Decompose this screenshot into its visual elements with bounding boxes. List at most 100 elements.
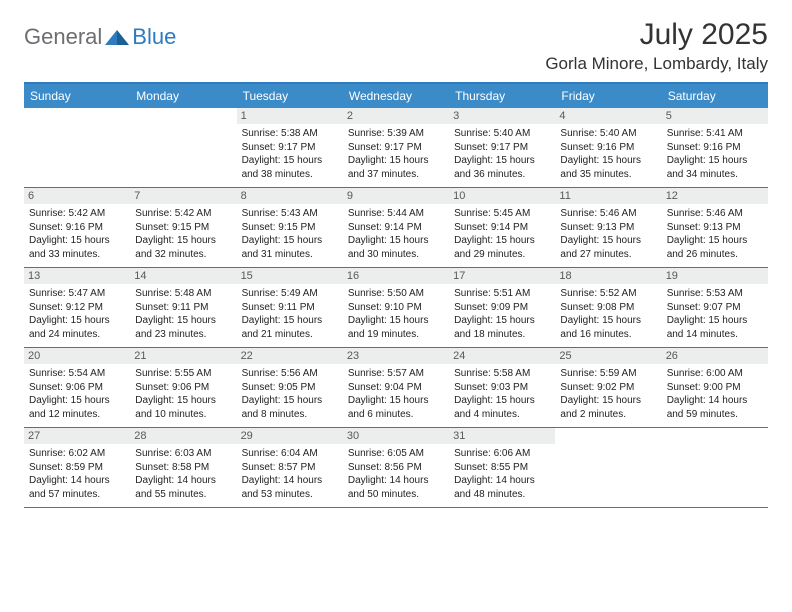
- sunrise-text: Sunrise: 5:46 AM: [560, 207, 656, 221]
- day-info: Sunrise: 5:40 AMSunset: 9:16 PMDaylight:…: [560, 127, 656, 181]
- sunset-text: Sunset: 9:14 PM: [454, 221, 550, 235]
- sunset-text: Sunset: 9:13 PM: [667, 221, 763, 235]
- sunrise-text: Sunrise: 5:50 AM: [348, 287, 444, 301]
- sunrise-text: Sunrise: 6:06 AM: [454, 447, 550, 461]
- daylight-text: Daylight: 15 hours and 19 minutes.: [348, 314, 444, 341]
- day-number: 13: [24, 268, 130, 284]
- sunset-text: Sunset: 8:59 PM: [29, 461, 125, 475]
- day-info: Sunrise: 5:48 AMSunset: 9:11 PMDaylight:…: [135, 287, 231, 341]
- sunrise-text: Sunrise: 6:02 AM: [29, 447, 125, 461]
- day-info: Sunrise: 5:44 AMSunset: 9:14 PMDaylight:…: [348, 207, 444, 261]
- sunrise-text: Sunrise: 5:55 AM: [135, 367, 231, 381]
- sunrise-text: Sunrise: 5:38 AM: [242, 127, 338, 141]
- weekday-header: Thursday: [449, 84, 555, 108]
- daylight-text: Daylight: 15 hours and 18 minutes.: [454, 314, 550, 341]
- sunrise-text: Sunrise: 5:53 AM: [667, 287, 763, 301]
- calendar-page: General Blue July 2025 Gorla Minore, Lom…: [0, 0, 792, 526]
- week-row: 13Sunrise: 5:47 AMSunset: 9:12 PMDayligh…: [24, 268, 768, 348]
- day-cell: 10Sunrise: 5:45 AMSunset: 9:14 PMDayligh…: [449, 188, 555, 267]
- day-cell: .: [555, 428, 661, 507]
- week-row: 20Sunrise: 5:54 AMSunset: 9:06 PMDayligh…: [24, 348, 768, 428]
- location-text: Gorla Minore, Lombardy, Italy: [545, 54, 768, 74]
- day-cell: 29Sunrise: 6:04 AMSunset: 8:57 PMDayligh…: [237, 428, 343, 507]
- sunrise-text: Sunrise: 5:45 AM: [454, 207, 550, 221]
- header-row: General Blue July 2025 Gorla Minore, Lom…: [24, 18, 768, 74]
- week-row: 6 Sunrise: 5:42 AMSunset: 9:16 PMDaylight…: [24, 188, 768, 268]
- sunrise-text: Sunrise: 5:39 AM: [348, 127, 444, 141]
- day-info: Sunrise: 6:04 AMSunset: 8:57 PMDaylight:…: [242, 447, 338, 501]
- weekday-header: Saturday: [662, 84, 768, 108]
- day-cell: 24 Sunrise: 5:58 AMSunset: 9:03 PMDayligh…: [449, 348, 555, 427]
- sunset-text: Sunset: 9:04 PM: [348, 381, 444, 395]
- weekday-header-row: Sunday Monday Tuesday Wednesday Thursday…: [24, 84, 768, 108]
- day-info: Sunrise: 5:57 AMSunset: 9:04 PMDaylight:…: [348, 367, 444, 421]
- day-info: Sunrise: 5:38 AMSunset: 9:17 PMDaylight:…: [242, 127, 338, 181]
- sunrise-text: Sunrise: 5:47 AM: [29, 287, 125, 301]
- daylight-text: Daylight: 15 hours and 27 minutes.: [560, 234, 656, 261]
- sunrise-text: Sunrise: 5:48 AM: [135, 287, 231, 301]
- daylight-text: Daylight: 15 hours and 2 minutes.: [560, 394, 656, 421]
- day-cell: 14Sunrise: 5:48 AMSunset: 9:11 PMDayligh…: [130, 268, 236, 347]
- day-cell: 11 Sunrise: 5:46 AMSunset: 9:13 PMDayligh…: [555, 188, 661, 267]
- daylight-text: Daylight: 15 hours and 4 minutes.: [454, 394, 550, 421]
- day-cell: 30Sunrise: 6:05 AMSunset: 8:56 PMDayligh…: [343, 428, 449, 507]
- sunrise-text: Sunrise: 5:46 AM: [667, 207, 763, 221]
- day-info: Sunrise: 5:53 AMSunset: 9:07 PMDaylight:…: [667, 287, 763, 341]
- day-info: Sunrise: 5:46 AMSunset: 9:13 PMDaylight:…: [560, 207, 656, 261]
- day-number: 4: [555, 108, 661, 124]
- weekday-header: Tuesday: [237, 84, 343, 108]
- day-number: 2: [343, 108, 449, 124]
- daylight-text: Daylight: 15 hours and 8 minutes.: [242, 394, 338, 421]
- sunset-text: Sunset: 9:15 PM: [135, 221, 231, 235]
- sunrise-text: Sunrise: 6:03 AM: [135, 447, 231, 461]
- daylight-text: Daylight: 14 hours and 57 minutes.: [29, 474, 125, 501]
- day-info: Sunrise: 6:03 AMSunset: 8:58 PMDaylight:…: [135, 447, 231, 501]
- daylight-text: Daylight: 15 hours and 14 minutes.: [667, 314, 763, 341]
- day-info: Sunrise: 5:45 AMSunset: 9:14 PMDaylight:…: [454, 207, 550, 261]
- day-cell: 23Sunrise: 5:57 AMSunset: 9:04 PMDayligh…: [343, 348, 449, 427]
- daylight-text: Daylight: 15 hours and 12 minutes.: [29, 394, 125, 421]
- day-number: 6: [24, 188, 130, 204]
- day-info: Sunrise: 5:58 AMSunset: 9:03 PMDaylight:…: [454, 367, 550, 421]
- day-cell: 9 Sunrise: 5:44 AMSunset: 9:14 PMDaylight…: [343, 188, 449, 267]
- day-number: 18: [555, 268, 661, 284]
- day-info: Sunrise: 5:40 AMSunset: 9:17 PMDaylight:…: [454, 127, 550, 181]
- sunset-text: Sunset: 9:15 PM: [242, 221, 338, 235]
- daylight-text: Daylight: 15 hours and 10 minutes.: [135, 394, 231, 421]
- daylight-text: Daylight: 15 hours and 16 minutes.: [560, 314, 656, 341]
- day-info: Sunrise: 5:42 AMSunset: 9:16 PMDaylight:…: [29, 207, 125, 261]
- day-info: Sunrise: 5:50 AMSunset: 9:10 PMDaylight:…: [348, 287, 444, 341]
- daylight-text: Daylight: 14 hours and 50 minutes.: [348, 474, 444, 501]
- day-cell: .: [24, 108, 130, 187]
- daylight-text: Daylight: 14 hours and 55 minutes.: [135, 474, 231, 501]
- day-cell: 16 Sunrise: 5:50 AMSunset: 9:10 PMDayligh…: [343, 268, 449, 347]
- sunset-text: Sunset: 9:08 PM: [560, 301, 656, 315]
- daylight-text: Daylight: 15 hours and 6 minutes.: [348, 394, 444, 421]
- sunrise-text: Sunrise: 5:42 AM: [135, 207, 231, 221]
- sunrise-text: Sunrise: 5:41 AM: [667, 127, 763, 141]
- day-cell: 7Sunrise: 5:42 AMSunset: 9:15 PMDaylight…: [130, 188, 236, 267]
- daylight-text: Daylight: 15 hours and 33 minutes.: [29, 234, 125, 261]
- logo: General Blue: [24, 18, 176, 50]
- day-info: Sunrise: 5:39 AMSunset: 9:17 PMDaylight:…: [348, 127, 444, 181]
- sunset-text: Sunset: 9:06 PM: [29, 381, 125, 395]
- sunset-text: Sunset: 9:00 PM: [667, 381, 763, 395]
- day-number: 20: [24, 348, 130, 364]
- day-number: 9: [343, 188, 449, 204]
- logo-text-blue: Blue: [132, 24, 176, 50]
- day-cell: 25Sunrise: 5:59 AMSunset: 9:02 PMDayligh…: [555, 348, 661, 427]
- daylight-text: Daylight: 15 hours and 31 minutes.: [242, 234, 338, 261]
- day-number: 11: [555, 188, 661, 204]
- sunset-text: Sunset: 9:02 PM: [560, 381, 656, 395]
- daylight-text: Daylight: 15 hours and 38 minutes.: [242, 154, 338, 181]
- day-cell: 27Sunrise: 6:02 AMSunset: 8:59 PMDayligh…: [24, 428, 130, 507]
- day-number: 24: [449, 348, 555, 364]
- day-info: Sunrise: 5:42 AMSunset: 9:15 PMDaylight:…: [135, 207, 231, 261]
- sunrise-text: Sunrise: 5:44 AM: [348, 207, 444, 221]
- sunrise-text: Sunrise: 5:57 AM: [348, 367, 444, 381]
- sunset-text: Sunset: 9:13 PM: [560, 221, 656, 235]
- day-number: 16: [343, 268, 449, 284]
- sunrise-text: Sunrise: 5:40 AM: [454, 127, 550, 141]
- sunrise-text: Sunrise: 5:59 AM: [560, 367, 656, 381]
- weekday-header: Friday: [555, 84, 661, 108]
